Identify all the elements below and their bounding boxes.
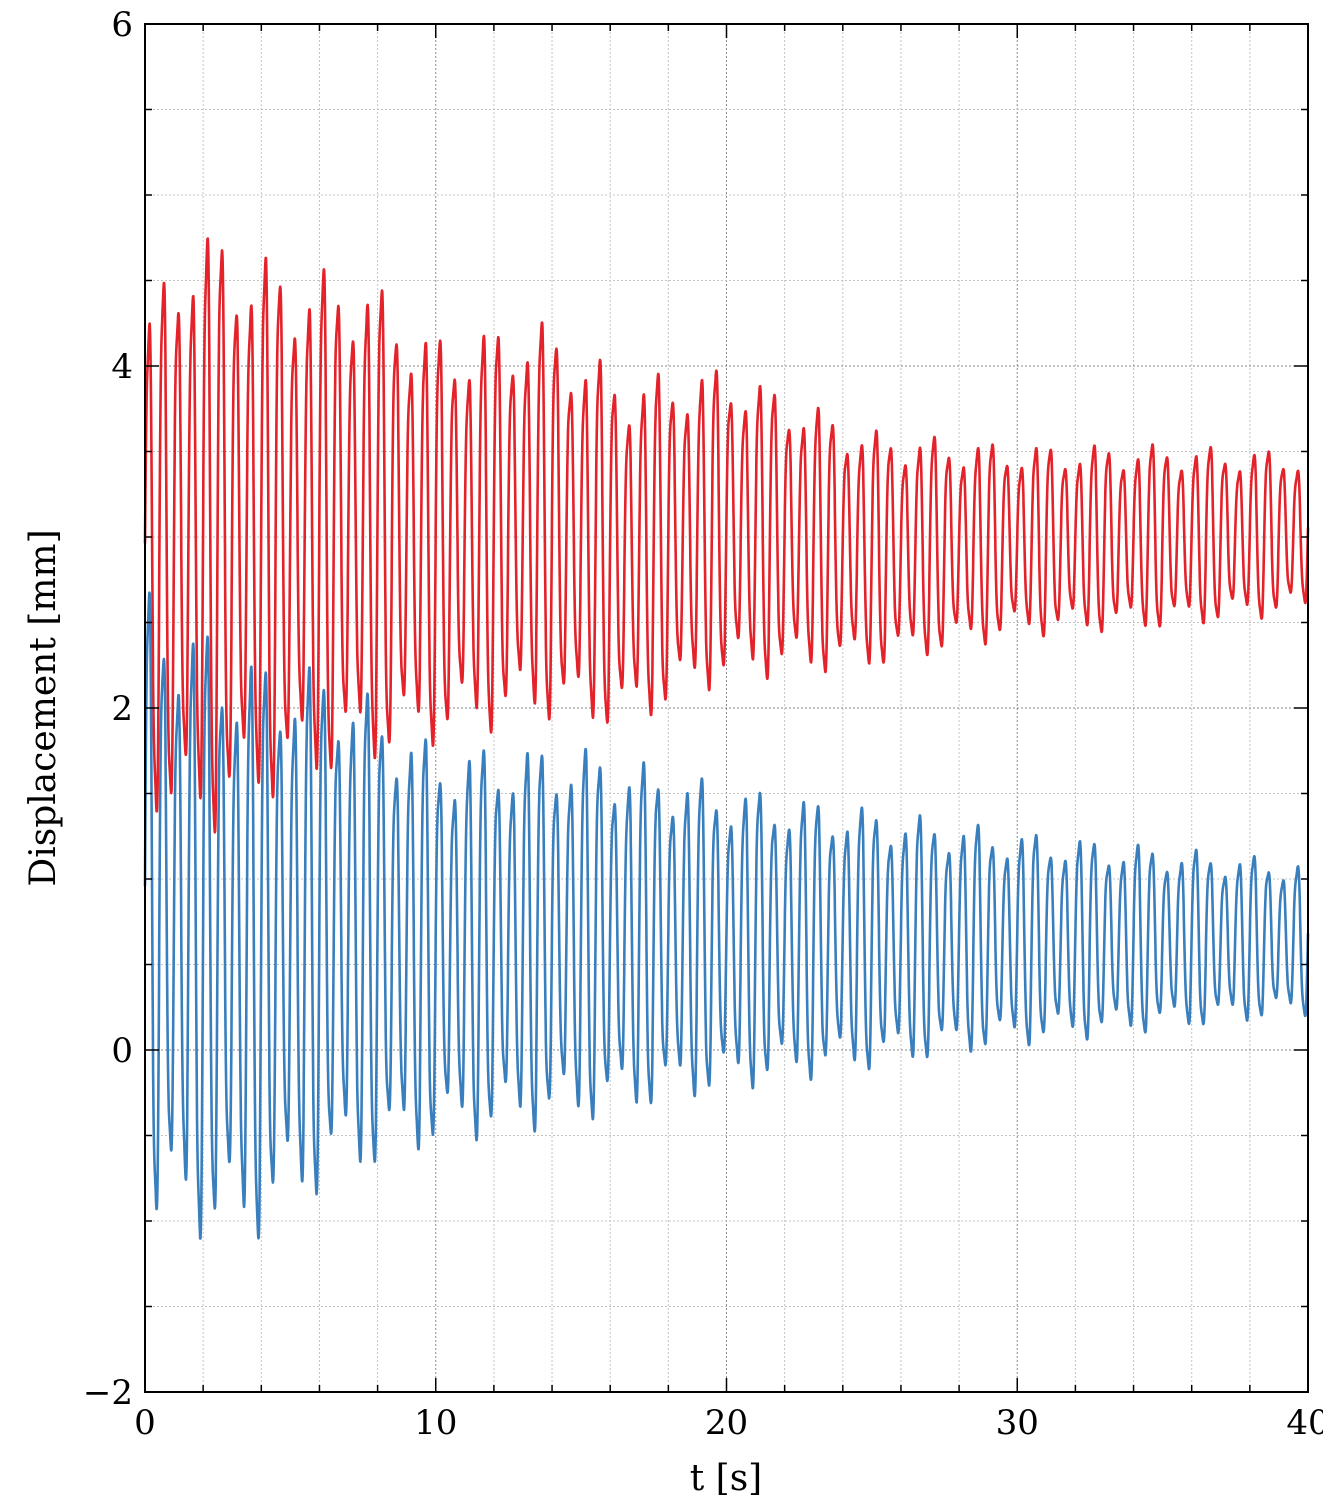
series-lines <box>143 237 1310 1240</box>
series-line-2 <box>143 591 1310 1240</box>
plot-frame <box>144 23 1309 1393</box>
y-tick-label: 6 <box>111 5 133 45</box>
y-tick-label: 0 <box>111 1031 133 1071</box>
y-tick-label: 2 <box>111 689 133 729</box>
series-line-1 <box>143 237 1310 834</box>
x-tick-label: 40 <box>1286 1403 1323 1443</box>
y-axis-title: Displacement [mm] <box>23 529 64 886</box>
x-tick-label: 30 <box>996 1403 1039 1443</box>
x-tick-label: 0 <box>134 1403 156 1443</box>
x-tick-label: 20 <box>705 1403 748 1443</box>
x-tick-label: 10 <box>414 1403 457 1443</box>
y-tick-label: −2 <box>83 1373 133 1413</box>
y-tick-label: 4 <box>111 347 133 387</box>
x-axis-title: t [s] <box>690 1458 762 1499</box>
grid <box>145 24 1308 1392</box>
